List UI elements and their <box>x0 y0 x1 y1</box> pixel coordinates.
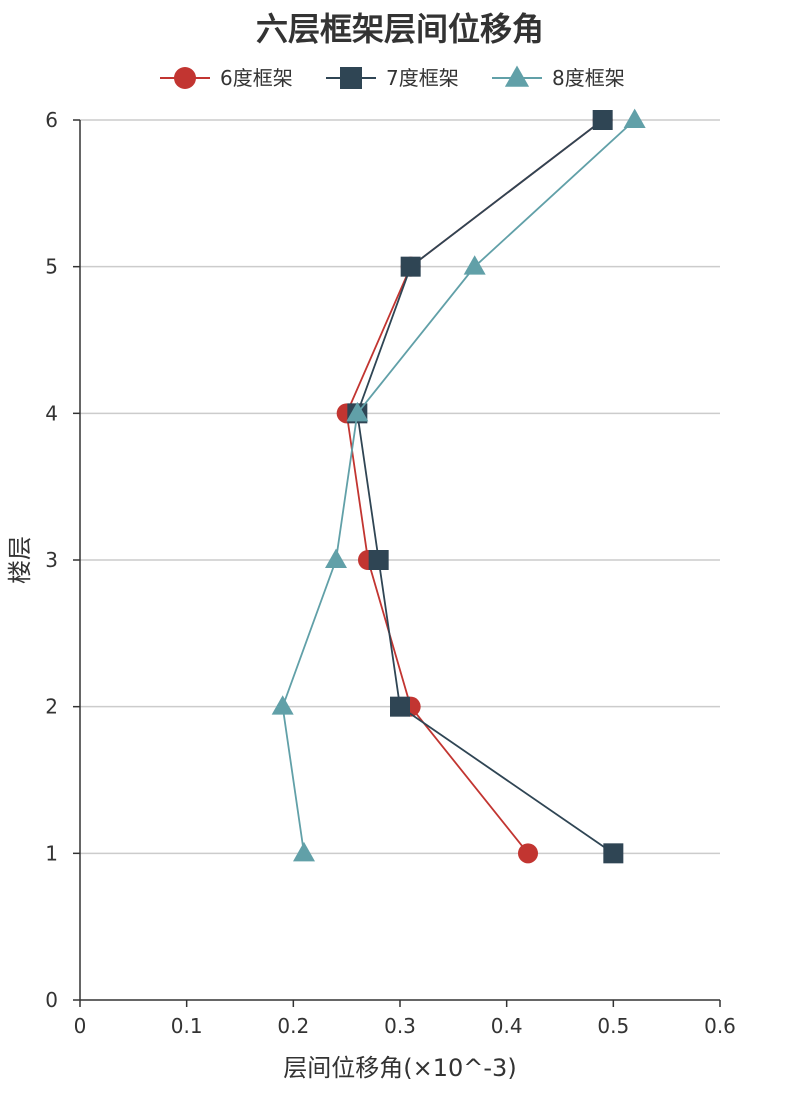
legend-marker-square <box>340 67 362 89</box>
x-tick-label: 0.5 <box>597 1014 629 1038</box>
legend: 6度框架 7度框架 8度框架 <box>160 65 625 90</box>
legend-label: 8度框架 <box>552 66 625 90</box>
data-point-square <box>592 110 613 130</box>
data-point-triangle <box>325 548 347 568</box>
series-line <box>356 119 614 855</box>
data-point-triangle <box>293 841 315 862</box>
x-tick-label: 0.3 <box>384 1014 416 1038</box>
series-line <box>345 119 604 854</box>
data-point-triangle <box>623 108 646 128</box>
series-1 <box>336 110 613 864</box>
series-2 <box>347 110 624 864</box>
legend-item-1[interactable]: 6度框架 <box>160 66 293 90</box>
legend-label: 7度框架 <box>386 66 459 90</box>
data-point-triangle <box>463 255 486 275</box>
y-tick-label: 2 <box>45 695 58 719</box>
data-point-square <box>400 256 421 277</box>
axes: 0 0.1 0.2 0.3 0.4 0.5 0.6 0 1 2 3 4 5 6 <box>45 108 736 1038</box>
data-point-square <box>603 843 624 864</box>
data-point-triangle <box>346 401 369 422</box>
data-point-circle <box>518 843 538 864</box>
data-point-square <box>390 696 410 717</box>
legend-marker-triangle <box>504 65 530 87</box>
x-tick-label: 0.4 <box>491 1014 523 1038</box>
chart-title: 六层框架层间位移角 <box>256 10 544 48</box>
y-tick-label: 0 <box>45 988 58 1012</box>
legend-item-2[interactable]: 7度框架 <box>326 66 459 90</box>
x-tick-label: 0 <box>74 1014 87 1038</box>
legend-label: 6度框架 <box>220 66 293 90</box>
x-tick-label: 0.6 <box>704 1014 736 1038</box>
data-point-triangle <box>271 695 294 715</box>
series-3 <box>271 108 646 862</box>
y-axis-label: 楼层 <box>6 536 34 584</box>
y-tick-label: 5 <box>45 255 58 279</box>
grid <box>80 119 720 855</box>
y-tick-label: 1 <box>45 841 58 865</box>
series-line <box>281 119 636 854</box>
y-tick-label: 6 <box>45 108 58 132</box>
data-point-square <box>368 550 389 570</box>
y-tick-label: 3 <box>45 548 58 572</box>
legend-marker-circle <box>174 67 196 89</box>
x-tick-label: 0.2 <box>277 1014 309 1038</box>
x-tick-label: 0.1 <box>171 1014 203 1038</box>
series-group <box>271 108 646 864</box>
legend-item-3[interactable]: 8度框架 <box>492 65 625 90</box>
y-tick-label: 4 <box>45 401 58 425</box>
x-axis-label: 层间位移角(×10^-3) <box>283 1054 516 1082</box>
